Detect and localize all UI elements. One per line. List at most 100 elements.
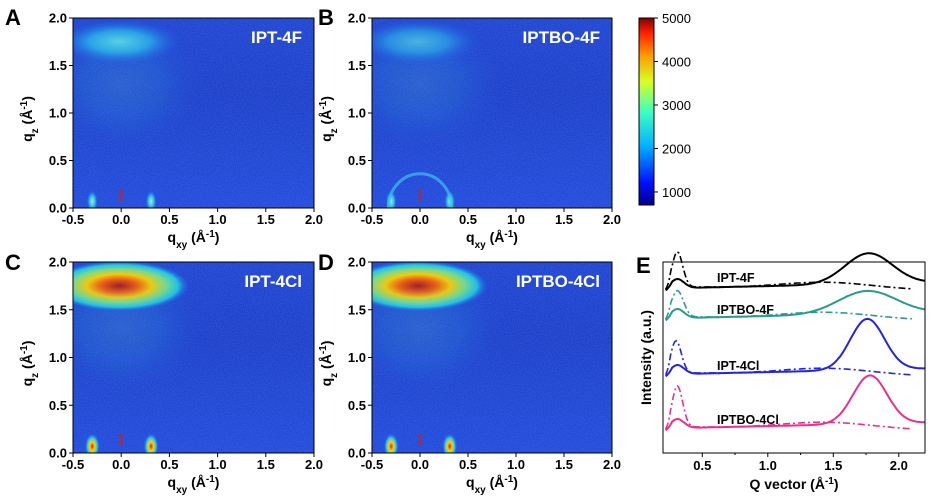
panel-letter: A (5, 5, 21, 30)
y-tick-label: 0.0 (348, 201, 366, 216)
panel-letter: B (318, 5, 334, 30)
x-tick-label: 2.0 (305, 212, 323, 227)
panel-letter: C (5, 250, 21, 275)
sample-label: IPTBO-4Cl (516, 272, 600, 291)
lamellar-spot (84, 432, 101, 453)
oop-line (664, 289, 926, 322)
ip-line (664, 339, 912, 376)
lamellar-spot (383, 432, 400, 453)
y-tick-label: 2.0 (348, 11, 366, 26)
giwaxs-image (73, 18, 314, 208)
y-tick-label: 0.0 (348, 446, 366, 461)
giwaxs-image (372, 18, 612, 208)
y-tick-label: 0.5 (49, 153, 67, 168)
x-tick-label: 2.0 (603, 457, 621, 472)
colorbar-gradient (639, 18, 654, 205)
y-tick-label: 1.5 (49, 302, 67, 317)
x-tick-label: 1.0 (759, 458, 777, 473)
x-tick-label: 1.0 (209, 212, 227, 227)
sample-label: IPTBO-4F (523, 28, 600, 47)
x-tick-label: 1.5 (824, 458, 842, 473)
x-tick-label: 1.0 (209, 457, 227, 472)
x-tick-label: -0.5 (361, 457, 383, 472)
x-tick-label: 0.5 (693, 458, 711, 473)
panel-b: IPTBO-4FB-0.5 0.0 0.5 1.0 1.5 2.00.00.51.01.5… (318, 5, 622, 251)
y-tick-label: 1.0 (49, 106, 67, 121)
panel-a: IPT-4FA-0.5 0.0 0.5 1.0 1.5 2.00.00.51.01.52.… (5, 5, 323, 251)
y-tick-label: 1.5 (348, 302, 366, 317)
y-tick-label: 1.0 (49, 350, 67, 365)
x-tick-label: 0.5 (160, 457, 178, 472)
series-label: IPT-4F (717, 271, 755, 285)
x-axis-label: Q vector (Å-1) (749, 476, 838, 493)
series-label: IPT-4Cl (717, 359, 759, 373)
x-tick-label: 2.0 (305, 457, 323, 472)
x-tick-label: 0.5 (459, 457, 477, 472)
ip-line (664, 289, 912, 320)
colorbar-tick-label: 1000 (662, 185, 691, 200)
x-tick-label: 1.5 (257, 457, 275, 472)
y-tick-label: 1.0 (348, 106, 366, 121)
x-tick-label: 0.0 (411, 457, 429, 472)
ip-line (664, 384, 912, 430)
colorbar-tick-label: 3000 (662, 98, 691, 113)
x-axis-label: qxy (Å-1) (168, 229, 220, 251)
y-tick-label: 0.5 (348, 153, 366, 168)
y-tick-label: 1.5 (49, 58, 67, 73)
colorbar: 5000 4000 3000 2000 1000 (638, 11, 691, 206)
lamellar-spot (143, 432, 160, 453)
y-axis-label: qz (Å-1) (318, 96, 340, 142)
x-tick-label: 0.5 (459, 212, 477, 227)
y-axis-label: qz (Å-1) (318, 341, 340, 387)
panel-e-line-chart: E IPT-4F IPTBO-4F IPT-4Cl IPTBO-4Cl 0.5 1.0 1.5… (636, 250, 926, 493)
sample-label: IPT-4F (251, 28, 302, 47)
x-tick-label: 1.0 (507, 212, 525, 227)
oop-line (664, 374, 925, 432)
x-axis-label: qxy (Å-1) (466, 474, 518, 496)
ip-line (664, 250, 912, 290)
y-tick-label: 1.0 (348, 350, 366, 365)
y-tick-label: 0.5 (348, 398, 366, 413)
series-ipt-4cl: IPT-4Cl (664, 317, 925, 378)
y-tick-label: 2.0 (348, 255, 366, 270)
giwaxs-image (73, 262, 314, 453)
y-tick-label: 0.5 (49, 398, 67, 413)
colorbar-tick-label: 5000 (662, 11, 691, 26)
oop-line (664, 317, 925, 378)
series-iptbo-4cl: IPTBO-4Cl (664, 374, 925, 432)
x-tick-label: 1.5 (555, 212, 573, 227)
series-ipt-4f: IPT-4F (664, 250, 926, 292)
giwaxs-image (372, 262, 612, 453)
lamellar-spot (86, 189, 99, 208)
sample-label: IPT-4Cl (244, 272, 302, 291)
y-axis-label: qz (Å-1) (19, 341, 41, 387)
colorbar-tick-label: 4000 (662, 54, 691, 69)
colorbar-tick-label: 2000 (662, 141, 691, 156)
series-label: IPTBO-4Cl (717, 413, 779, 427)
x-tick-label: 0.5 (160, 212, 178, 227)
y-axis-label: Intensity (a.u.) (638, 310, 654, 405)
x-tick-label: -0.5 (62, 212, 84, 227)
x-tick-label: 0.0 (112, 212, 130, 227)
lamellar-spot (145, 189, 158, 208)
lamellar-spot (441, 432, 458, 453)
x-axis-label: qxy (Å-1) (466, 229, 518, 251)
x-tick-label: 0.0 (112, 457, 130, 472)
isotropic-ring (386, 172, 454, 208)
x-tick-label: 1.5 (257, 212, 275, 227)
y-tick-label: 2.0 (49, 255, 67, 270)
y-tick-label: 0.0 (49, 446, 67, 461)
x-tick-label: 0.0 (411, 212, 429, 227)
y-tick-label: 0.0 (49, 201, 67, 216)
panel-letter: D (318, 250, 334, 275)
x-axis-label: qxy (Å-1) (168, 474, 220, 496)
x-tick-label: 2.0 (890, 458, 908, 473)
oop-line (664, 252, 926, 292)
y-tick-label: 2.0 (49, 11, 67, 26)
x-tick-label: 1.5 (555, 457, 573, 472)
x-tick-label: 1.0 (507, 457, 525, 472)
x-tick-label: -0.5 (62, 457, 84, 472)
